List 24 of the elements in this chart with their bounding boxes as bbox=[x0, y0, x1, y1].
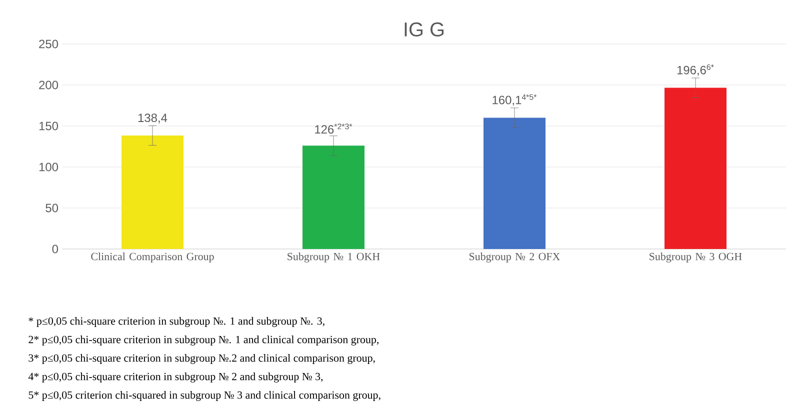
data-label: 196,6$^{6*}$ bbox=[677, 64, 714, 76]
y-tick-label: 0 bbox=[52, 244, 58, 254]
data-label: 138,4 bbox=[138, 114, 168, 124]
data-label: 126$^{*2*3*}$ bbox=[315, 124, 352, 134]
bar bbox=[484, 118, 546, 249]
bar bbox=[302, 146, 365, 249]
data-label: 160,1$^{4*5*}$ bbox=[492, 94, 537, 106]
bar bbox=[664, 88, 727, 249]
y-tick-label: 200 bbox=[39, 80, 58, 90]
y-tick-label: 100 bbox=[39, 162, 58, 172]
text: 4* p≤0,05 chi-square criterion in subgroup № 2 and subgroup № 3, bbox=[28, 372, 323, 382]
x-tick-label: Subgroup № 1 OKH bbox=[288, 252, 380, 262]
chart-title: IG G bbox=[404, 22, 444, 36]
text: 2* p≤0,05 chi-square criterion in subgroup №. 1 and clinical comparison group, bbox=[28, 336, 378, 346]
y-tick-label: 250 bbox=[39, 40, 58, 48]
x-tick-label: Subgroup № 3 OGH bbox=[650, 252, 742, 262]
text: 5* p≤0,05 criterion chi-squared in subgroup № 3 and clinical comparison group, bbox=[28, 391, 380, 401]
y-tick-label: 150 bbox=[39, 122, 58, 130]
y-tick-label: 50 bbox=[46, 204, 58, 212]
text: * p≤0,05 chi-square criterion in subgroup №. 1 and subgroup №. 3, bbox=[28, 317, 324, 327]
bar bbox=[122, 136, 184, 249]
text: 3* p≤0,05 chi-square criterion in subgroup №.2 and clinical comparison group, bbox=[28, 354, 375, 364]
x-tick-label: Clinical Comparison Group bbox=[91, 252, 214, 262]
x-tick-label: Subgroup № 2 OFX bbox=[470, 252, 560, 262]
